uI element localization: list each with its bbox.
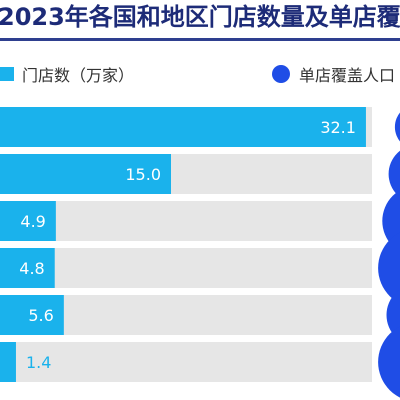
bar [0,295,64,335]
legend-label-store-count: 门店数（万家） [22,66,135,85]
bar-value-label: 32.1 [320,118,356,137]
legend-dot-icon [272,65,290,83]
legend-item-coverage: 单店覆盖人口 [272,64,396,85]
bar-track [0,201,372,241]
bar-value-label: 15.0 [125,165,161,184]
bar-value-label: 5.6 [28,306,53,325]
bar [0,342,16,382]
bar [0,154,171,194]
legend-square-icon [0,67,14,81]
bar-track [0,342,372,382]
legend-item-store-count: 门店数（万家） [0,64,135,85]
legend-label-coverage: 单店覆盖人口 [299,66,396,85]
title-rule [0,38,400,41]
bar-value-label: 4.9 [20,212,45,231]
coverage-bubble [388,150,400,198]
coverage-bubble [394,112,400,142]
coverage-bubble [386,289,400,341]
bar [0,248,55,288]
bar-track [0,248,372,288]
bar-value-label: 1.4 [26,353,51,372]
bar [0,201,56,241]
chart-title: 2023年各国和地区门店数量及单店覆 [0,3,400,31]
bar [0,107,366,147]
coverage-bubble [378,326,400,398]
bar-value-label: 4.8 [19,259,44,278]
coverage-bubble [378,232,400,304]
